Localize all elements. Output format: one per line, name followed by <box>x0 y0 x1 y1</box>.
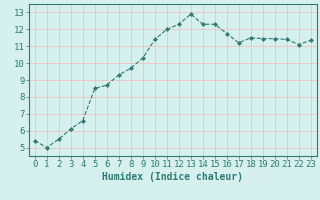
X-axis label: Humidex (Indice chaleur): Humidex (Indice chaleur) <box>102 172 243 182</box>
